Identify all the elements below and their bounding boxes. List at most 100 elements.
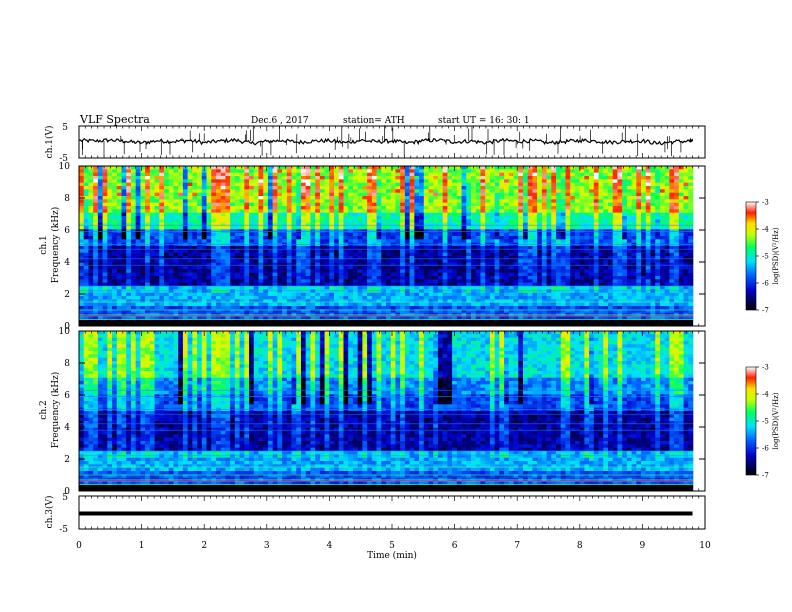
spectrogram-cell xyxy=(93,166,99,170)
spectrogram-cell xyxy=(192,309,198,313)
spectrogram-cell xyxy=(437,272,443,277)
spectrogram-cell xyxy=(277,266,283,270)
spectrogram-cell xyxy=(485,199,491,203)
spectrogram-cell xyxy=(121,299,127,303)
spectrogram-cell xyxy=(527,192,533,197)
spectrogram-cell xyxy=(88,256,94,260)
spectrogram-cell xyxy=(390,229,396,233)
spectrogram-cell xyxy=(211,256,217,260)
spectrogram-cell xyxy=(480,226,486,230)
spectrogram-cell xyxy=(532,226,538,230)
spectrogram-cell xyxy=(324,182,330,187)
spectrogram-cell xyxy=(296,292,302,297)
spectrogram-cell xyxy=(386,246,392,250)
spectrogram-cell xyxy=(532,286,538,290)
spectrogram-cell xyxy=(452,282,458,287)
spectrogram-cell xyxy=(258,206,264,210)
spectrogram-cell xyxy=(215,292,221,297)
spectrogram-cell xyxy=(376,179,382,183)
spectrogram-cell xyxy=(527,239,533,243)
spectrogram-cell xyxy=(88,212,94,217)
header-date: Dec.6 , 2017 xyxy=(251,116,309,126)
spectrogram-cell xyxy=(560,179,566,183)
spectrogram-cell xyxy=(414,282,420,287)
spectrogram-cell xyxy=(201,169,207,173)
spectrogram-cell xyxy=(300,259,306,263)
spectrogram-cell xyxy=(258,189,264,193)
spectrogram-cell xyxy=(149,232,155,237)
spectrogram-cell xyxy=(371,309,377,313)
spectrogram-cell xyxy=(334,219,340,223)
spectrogram-cell xyxy=(367,292,373,297)
spectrogram-cell xyxy=(494,232,500,237)
spectrogram-cell xyxy=(527,232,533,237)
spectrogram-cell xyxy=(315,199,321,203)
spectrogram-cell xyxy=(338,246,344,250)
spectrogram-cell xyxy=(112,256,118,260)
spectrogram-cell xyxy=(79,249,85,253)
spectrogram-cell xyxy=(116,316,122,320)
spectrogram-cell xyxy=(541,212,547,217)
spectrogram-cell xyxy=(145,206,151,210)
spectrogram-cell xyxy=(343,176,349,180)
spectrogram-cell xyxy=(437,209,443,213)
spectrogram-cell xyxy=(480,202,486,207)
spectrogram-cell xyxy=(244,266,250,270)
spectrogram-cell xyxy=(83,246,89,250)
spectrogram-cell xyxy=(480,292,486,297)
spectrogram-cell xyxy=(381,302,387,307)
spectrogram-cell xyxy=(116,192,122,197)
spectrogram-cell xyxy=(277,276,283,280)
spectrogram-cell xyxy=(239,169,245,173)
spectrogram-cell xyxy=(428,236,434,240)
spectrogram-cell xyxy=(310,226,316,230)
spectrogram-cell xyxy=(244,246,250,250)
spectrogram-cell xyxy=(211,189,217,193)
spectrogram-cell xyxy=(258,199,264,203)
spectrogram-cell xyxy=(97,249,103,253)
spectrogram-cell xyxy=(168,282,174,287)
spectrogram-cell xyxy=(286,202,292,207)
spectrogram-cell xyxy=(428,269,434,273)
spectrogram-cell xyxy=(367,219,373,223)
spectrogram-cell xyxy=(518,209,524,213)
spectrogram-cell xyxy=(197,252,203,257)
spectrogram-cell xyxy=(145,179,151,183)
spectrogram-cell xyxy=(159,206,165,210)
spectrogram-cell xyxy=(140,212,146,217)
spectrogram-cell xyxy=(367,316,373,320)
spectrogram-cell xyxy=(499,209,505,213)
spectrogram-cell xyxy=(244,286,250,290)
spectrogram-cell xyxy=(305,222,311,227)
spectrogram-cell xyxy=(215,239,221,243)
spectrogram-cell xyxy=(178,209,184,213)
spectrogram-cell xyxy=(494,276,500,280)
spectrogram-cell xyxy=(329,196,335,200)
spectrogram-cell xyxy=(149,189,155,193)
spectrogram-cell xyxy=(442,269,448,273)
spectrogram-cell xyxy=(182,172,188,177)
spectrogram-cell xyxy=(116,269,122,273)
spectrogram-cell xyxy=(381,172,387,177)
spectrogram-cell xyxy=(452,302,458,307)
spectrogram-cell xyxy=(485,239,491,243)
spectrogram-cell xyxy=(475,189,481,193)
spectrogram-cell xyxy=(305,212,311,217)
spectrogram-cell xyxy=(112,269,118,273)
spectrogram-cell xyxy=(263,182,269,187)
spectrogram-cell xyxy=(300,262,306,267)
spectrogram-cell xyxy=(140,256,146,260)
spectrogram-cell xyxy=(253,309,259,313)
spectrogram-cell xyxy=(560,169,566,173)
spectrogram-cell xyxy=(121,309,127,313)
spectrogram-cell xyxy=(348,226,354,230)
spectrogram-cell xyxy=(145,309,151,313)
spectrogram-cell xyxy=(107,299,113,303)
spectrogram-cell xyxy=(126,256,132,260)
spectrogram-cell xyxy=(419,182,425,187)
spectrogram-cell xyxy=(239,296,245,300)
spectrogram-cell xyxy=(551,172,557,177)
spectrogram-cell xyxy=(97,282,103,287)
spectrogram-cell xyxy=(88,306,94,310)
spectrogram-cell xyxy=(249,266,255,270)
